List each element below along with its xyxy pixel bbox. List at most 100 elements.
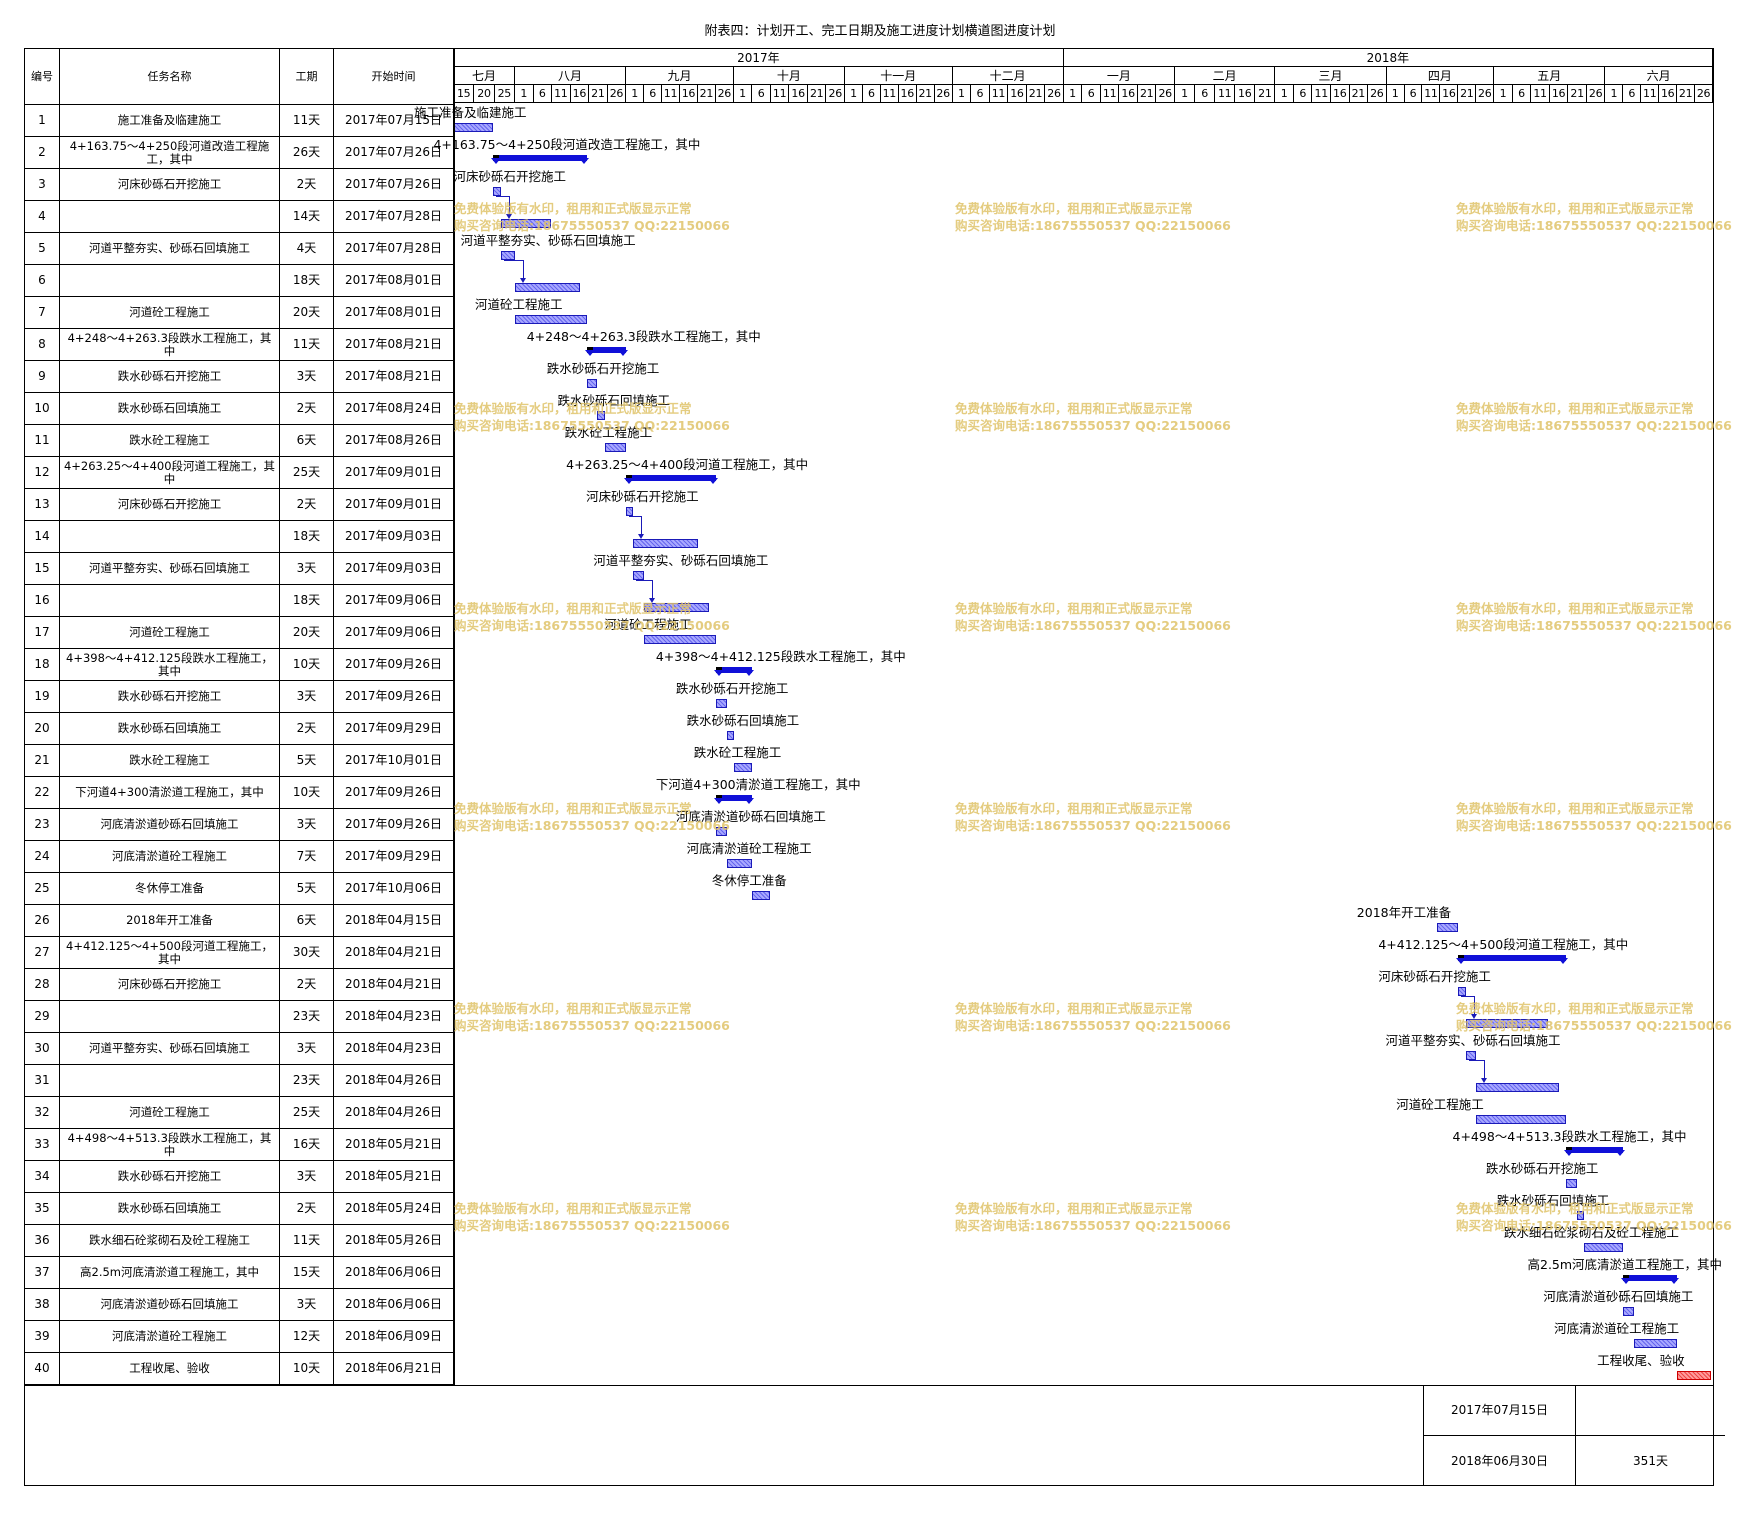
bar-label: 河底清淤道砼工程施工: [1554, 1321, 1680, 1336]
bar-label: 河床砂砾石开挖施工: [1378, 969, 1491, 984]
day-tick: 26: [1156, 85, 1175, 103]
watermark-line: 免费体验版有水印，租用和正式版显示正常: [955, 801, 1193, 816]
row-duration: 26天: [280, 137, 334, 169]
row-name: 河床砂砾石开挖施工: [60, 489, 280, 521]
row-duration: 2天: [280, 1193, 334, 1225]
row-name: 河床砂砾石开挖施工: [60, 969, 280, 1001]
task-bar: [1634, 1339, 1678, 1348]
row-no: 30: [25, 1033, 60, 1065]
row-duration: 2天: [280, 713, 334, 745]
task-bar: [514, 283, 580, 292]
bar-label: 河道砼工程施工: [474, 297, 563, 312]
day-tick: 1: [844, 85, 863, 103]
watermark-text: 免费体验版有水印，租用和正式版显示正常购买咨询电话:18675550537 QQ…: [955, 600, 1231, 634]
row-no: 32: [25, 1097, 60, 1129]
row-start: 2017年09月29日: [334, 713, 454, 745]
day-tick: 15: [454, 85, 475, 103]
day-tick: 11: [989, 85, 1009, 103]
task-bar: [586, 379, 598, 388]
row-start: 2018年05月26日: [334, 1225, 454, 1257]
row-duration: 15天: [280, 1257, 334, 1289]
summary-bar: [1458, 955, 1566, 961]
summary-bar-end-cap: [707, 478, 718, 484]
task-bar: [726, 859, 752, 868]
bar-label: 跌水砂砾石回填施工: [557, 393, 670, 408]
day-tick: 11: [880, 85, 899, 103]
row-start: 2018年05月21日: [334, 1129, 454, 1161]
task-bar: [715, 827, 727, 836]
day-tick: 16: [1119, 85, 1138, 103]
day-tick: 21: [1458, 85, 1477, 103]
bar-label: 河道平整夯实、砂砾石回填施工: [593, 553, 769, 568]
row-start: 2018年06月21日: [334, 1353, 454, 1385]
watermark-line: 免费体验版有水印，租用和正式版显示正常: [955, 601, 1193, 616]
row-start: 2017年09月01日: [334, 457, 454, 489]
row-no: 12: [25, 457, 60, 489]
task-bar: [626, 507, 634, 516]
row-start: 2017年09月26日: [334, 681, 454, 713]
day-tick: 6: [1293, 85, 1313, 103]
row-no: 25: [25, 873, 60, 905]
day-tick: 26: [715, 85, 734, 103]
watermark-line: 购买咨询电话:18675550537 QQ:22150066: [955, 218, 1231, 233]
row-start: 2017年07月26日: [334, 137, 454, 169]
bar-label: 跌水细石砼浆砌石及砼工程施工: [1503, 1225, 1679, 1240]
row-start: 2017年09月26日: [334, 809, 454, 841]
day-tick: 1: [1494, 85, 1513, 103]
watermark-line: 免费体验版有水印，租用和正式版显示正常: [454, 1201, 692, 1216]
bar-label: 河底清淤道砼工程施工: [686, 841, 812, 856]
row-duration: 2天: [280, 393, 334, 425]
day-tick: 16: [898, 85, 917, 103]
dependency-arrow: [649, 598, 656, 603]
summary-bar-start-cap: [584, 350, 595, 356]
summary-bar-start-cap: [1621, 1278, 1632, 1284]
row-name: [60, 521, 280, 553]
row-no: 16: [25, 585, 60, 617]
day-tick: 11: [770, 85, 790, 103]
day-tick: 6: [1623, 85, 1642, 103]
row-name: 4+398～4+412.125段跌水工程施工，其中: [60, 649, 280, 681]
watermark-line: 购买咨询电话:18675550537 QQ:22150066: [955, 618, 1231, 633]
summary-bar: [493, 155, 587, 161]
month-header: 五月: [1494, 67, 1606, 85]
day-tick: 16: [679, 85, 698, 103]
row-start: 2017年08月21日: [334, 361, 454, 393]
dependency-arrow: [1481, 1078, 1488, 1083]
day-tick: 21: [1255, 85, 1276, 103]
row-name: 跌水砂砾石开挖施工: [60, 681, 280, 713]
footer-total-duration: 351天: [1575, 1435, 1725, 1486]
row-duration: 20天: [280, 297, 334, 329]
summary-bar-end-cap: [743, 798, 754, 804]
day-tick: 21: [1026, 85, 1046, 103]
row-name: 4+412.125～4+500段河道工程施工，其中: [60, 937, 280, 969]
watermark-line: 购买咨询电话:18675550537 QQ:22150066: [955, 1218, 1231, 1233]
day-tick: 1: [733, 85, 753, 103]
summary-bar-end-cap: [618, 350, 629, 356]
day-tick: 6: [862, 85, 881, 103]
day-tick: 1: [1275, 85, 1294, 103]
row-start: 2017年07月28日: [334, 233, 454, 265]
footer-divider: [24, 1385, 1714, 1386]
task-bar: [1565, 1179, 1577, 1188]
day-tick: 16: [1235, 85, 1256, 103]
day-tick: 6: [533, 85, 553, 103]
row-no: 35: [25, 1193, 60, 1225]
summary-bar-end-cap: [578, 158, 589, 164]
row-name: 4+498～4+513.3段跌水工程施工，其中: [60, 1129, 280, 1161]
row-duration: 14天: [280, 201, 334, 233]
day-tick: 16: [789, 85, 808, 103]
row-start: 2018年04月26日: [334, 1065, 454, 1097]
row-start: 2017年09月06日: [334, 617, 454, 649]
task-bar: [633, 539, 698, 548]
row-no: 23: [25, 809, 60, 841]
row-no: 27: [25, 937, 60, 969]
row-name: 跌水砂砾石开挖施工: [60, 1161, 280, 1193]
day-tick: 1: [1063, 85, 1083, 103]
row-no: 36: [25, 1225, 60, 1257]
row-duration: 5天: [280, 873, 334, 905]
month-header: 八月: [514, 67, 627, 85]
row-start: 2018年04月23日: [334, 1001, 454, 1033]
summary-bar-start-cap: [713, 670, 724, 676]
day-tick: 11: [1422, 85, 1441, 103]
row-duration: 3天: [280, 553, 334, 585]
